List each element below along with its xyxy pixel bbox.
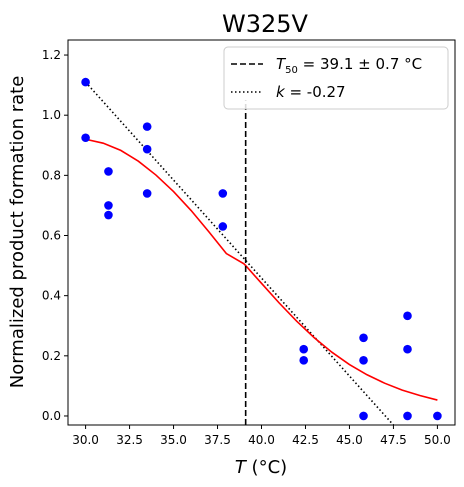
data-point <box>359 356 368 365</box>
data-point <box>218 189 228 198</box>
y-axis-label: Normalized product formation rate <box>7 76 28 389</box>
data-point <box>359 333 368 343</box>
legend-t50-label: T50 = 39.1 ± 0.7 °C <box>276 55 422 76</box>
data-point <box>81 133 90 143</box>
plot-content <box>84 81 438 425</box>
x-tick-label: 42.5 <box>292 433 319 447</box>
legend-slope-label: k = -0.27 <box>276 83 346 101</box>
data-point <box>359 411 368 421</box>
data-point <box>403 344 412 354</box>
x-tick-label: 32.5 <box>116 433 143 447</box>
x-tick-label: 37.5 <box>204 433 231 447</box>
data-point <box>104 210 113 220</box>
data-point <box>299 344 309 354</box>
x-tick-label: 50.0 <box>424 433 451 447</box>
x-axis-label: T (°C) <box>235 457 287 478</box>
x-tick-label: 45.0 <box>336 433 363 447</box>
data-point <box>142 122 152 131</box>
x-axis-label-symbol: T <box>235 457 248 478</box>
y-tick-label: 0.8 <box>42 168 61 182</box>
plot-area <box>81 77 442 425</box>
y-tick-label: 0.0 <box>42 409 61 423</box>
x-tick-label: 35.0 <box>160 433 187 447</box>
x-tick-label: 40.0 <box>248 433 275 447</box>
legend-box <box>223 46 449 110</box>
data-point <box>142 144 152 154</box>
data-point <box>104 201 113 210</box>
y-axis: 0.0 0.2 0.4 0.6 0.8 1.0 1.2 <box>42 48 68 423</box>
slope-line <box>84 81 395 425</box>
data-point <box>403 411 412 421</box>
legend: T50 = 39.1 ± 0.7 °C k = -0.27 <box>223 46 449 110</box>
data-point <box>81 77 90 87</box>
x-tick-label: 47.5 <box>380 433 407 447</box>
data-point <box>299 356 309 365</box>
y-tick-label: 1.0 <box>42 108 61 122</box>
y-tick-label: 0.2 <box>42 349 61 363</box>
x-axis-label-unit: (°C) <box>246 457 287 478</box>
x-tick-label: 30.0 <box>72 433 99 447</box>
data-point <box>433 411 442 421</box>
y-tick-label: 0.6 <box>42 229 61 243</box>
chart-title: W325V <box>222 10 309 38</box>
y-tick-label: 1.2 <box>42 48 61 62</box>
x-axis: 30.0 32.5 35.0 37.5 40.0 42.5 45.0 47.5 50.0 <box>72 425 451 447</box>
data-point <box>142 189 152 198</box>
fit-curve <box>85 138 438 401</box>
data-point <box>218 222 228 231</box>
y-tick-label: 0.4 <box>42 289 61 303</box>
data-point <box>403 311 412 321</box>
data-point <box>104 167 113 176</box>
